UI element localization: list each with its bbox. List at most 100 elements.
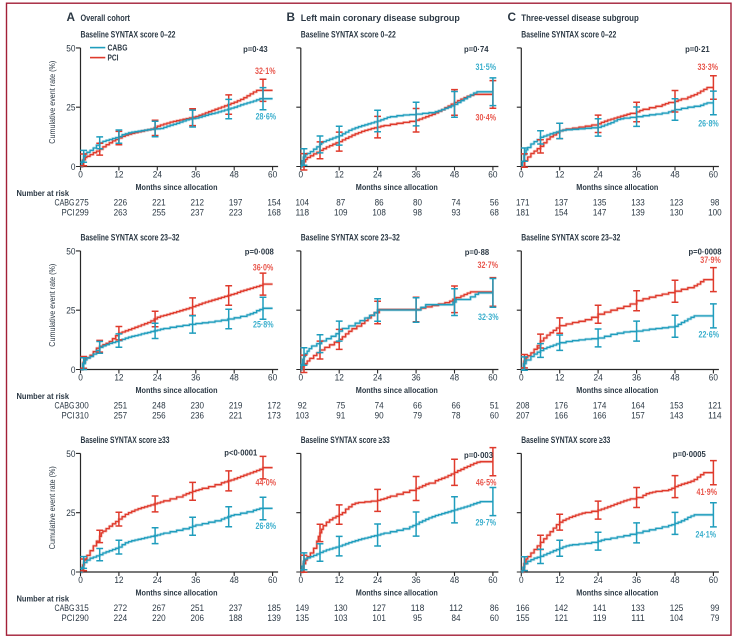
svg-text:251: 251 [191,603,205,613]
svg-text:91: 91 [336,411,345,421]
svg-text:PCI: PCI [108,53,119,63]
svg-text:48: 48 [670,372,679,383]
svg-text:95: 95 [413,613,422,623]
svg-text:93: 93 [451,208,460,218]
svg-text:168: 168 [267,208,281,218]
svg-text:0: 0 [78,574,83,585]
svg-text:263: 263 [114,208,128,218]
svg-text:CABG: CABG [55,198,75,208]
svg-text:60: 60 [488,169,497,180]
svg-text:24: 24 [153,574,162,585]
svg-text:141: 141 [593,603,607,613]
svg-text:86: 86 [490,603,499,613]
svg-text:Overall cohort: Overall cohort [81,13,131,23]
svg-text:A: A [67,10,76,24]
svg-text:CABG: CABG [108,43,128,53]
svg-text:50: 50 [66,448,75,459]
svg-text:143: 143 [670,411,684,421]
svg-text:48: 48 [230,574,239,585]
svg-text:208: 208 [516,401,530,411]
svg-text:86: 86 [375,198,384,208]
svg-text:0: 0 [78,169,83,180]
svg-text:98: 98 [710,198,719,208]
svg-text:255: 255 [152,208,166,218]
svg-text:0: 0 [519,574,524,585]
svg-text:Months since allocation: Months since allocation [576,385,658,395]
svg-text:60: 60 [488,574,497,585]
svg-text:50: 50 [66,245,75,256]
svg-text:226: 226 [114,198,128,208]
svg-text:24: 24 [373,574,382,585]
svg-text:p=0·74: p=0·74 [464,44,489,54]
svg-text:219: 219 [229,401,243,411]
svg-text:Number at risk: Number at risk [17,594,70,604]
svg-text:Baseline SYNTAX score 23–32: Baseline SYNTAX score 23–32 [301,233,400,243]
svg-text:46·5%: 46·5% [476,478,497,488]
svg-text:103: 103 [334,613,348,623]
svg-text:48: 48 [670,169,679,180]
svg-text:Three-vessel disease subgroup: Three-vessel disease subgroup [521,13,639,23]
svg-text:188: 188 [229,613,243,623]
svg-text:79: 79 [710,613,719,623]
svg-text:149: 149 [296,603,310,613]
svg-text:0: 0 [299,169,304,180]
svg-text:36: 36 [411,574,420,585]
svg-text:56: 56 [490,198,499,208]
svg-text:0: 0 [78,372,83,383]
svg-text:237: 237 [229,603,243,613]
svg-text:p=0·0008: p=0·0008 [689,247,722,257]
svg-text:60: 60 [490,411,499,421]
svg-text:p=0·008: p=0·008 [245,247,274,257]
svg-text:Months since allocation: Months since allocation [136,588,218,598]
svg-text:12: 12 [335,169,344,180]
svg-text:12: 12 [114,574,123,585]
svg-text:221: 221 [152,198,166,208]
svg-text:174: 174 [593,401,607,411]
svg-text:154: 154 [554,208,568,218]
svg-text:Baseline SYNTAX score ≥33: Baseline SYNTAX score ≥33 [521,435,610,445]
svg-text:118: 118 [296,208,310,218]
svg-text:221: 221 [229,411,243,421]
svg-text:104: 104 [296,198,310,208]
svg-text:30·4%: 30·4% [476,113,497,123]
svg-text:Left main coronary disease sub: Left main coronary disease subgroup [301,13,460,23]
svg-text:79: 79 [413,411,422,421]
svg-text:33·3%: 33·3% [698,62,719,72]
svg-text:32·1%: 32·1% [255,66,276,76]
svg-text:p<0·0001: p<0·0001 [224,448,257,458]
svg-text:0: 0 [71,364,76,375]
svg-text:236: 236 [191,411,205,421]
svg-text:66: 66 [451,401,460,411]
svg-text:Baseline SYNTAX score ≥33: Baseline SYNTAX score ≥33 [301,435,390,445]
svg-text:36: 36 [632,574,641,585]
svg-text:74: 74 [375,401,384,411]
svg-text:0: 0 [71,566,76,577]
svg-text:173: 173 [267,411,281,421]
svg-text:24: 24 [153,169,162,180]
svg-text:0: 0 [519,169,524,180]
svg-text:36: 36 [411,372,420,383]
svg-text:119: 119 [593,613,607,623]
svg-text:121: 121 [708,401,722,411]
svg-text:68: 68 [490,208,499,218]
svg-text:135: 135 [296,613,310,623]
svg-text:36: 36 [191,372,200,383]
svg-text:104: 104 [670,613,684,623]
svg-text:32·3%: 32·3% [478,312,499,322]
svg-text:127: 127 [372,603,386,613]
svg-text:51: 51 [490,401,499,411]
svg-text:315: 315 [75,603,89,613]
svg-text:251: 251 [114,401,128,411]
svg-text:24: 24 [153,372,162,383]
svg-text:48: 48 [450,372,459,383]
svg-text:101: 101 [372,613,386,623]
svg-text:60: 60 [268,574,277,585]
svg-text:36: 36 [411,169,420,180]
svg-text:32·7%: 32·7% [478,260,499,270]
svg-text:197: 197 [229,198,243,208]
svg-text:Months since allocation: Months since allocation [136,182,218,192]
svg-text:25: 25 [66,102,75,113]
svg-text:Baseline SYNTAX score 23–32: Baseline SYNTAX score 23–32 [81,233,180,243]
svg-text:74: 74 [451,198,460,208]
svg-text:206: 206 [191,613,205,623]
